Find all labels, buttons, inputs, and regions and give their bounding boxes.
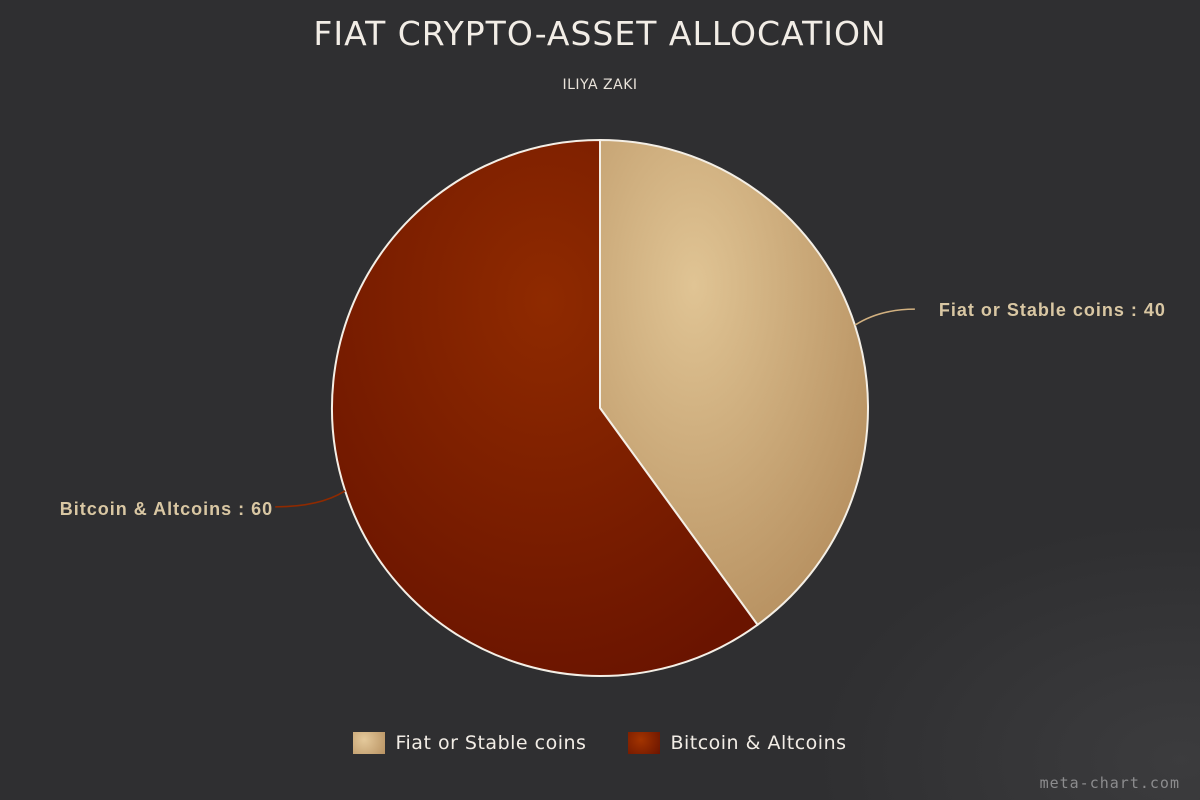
legend-swatch-fiat (353, 732, 386, 754)
legend-item-bitcoin[interactable]: Bitcoin & Altcoins (628, 732, 846, 754)
data-label-fiat: Fiat or Stable coins : 40 (939, 300, 1166, 320)
chart-subtitle: ILIYA ZAKI (562, 77, 638, 93)
leader-line-bitcoin (275, 490, 346, 508)
watermark: meta-chart.com (1039, 774, 1180, 792)
legend-swatch-bitcoin (628, 732, 661, 754)
legend: Fiat or Stable coins Bitcoin & Altcoins (0, 732, 1200, 754)
legend-label-fiat: Fiat or Stable coins (395, 732, 587, 754)
chart-title: FIAT CRYPTO-ASSET ALLOCATION (313, 14, 887, 53)
pie-slice-bitcoin[interactable] (331, 138, 759, 677)
leader-line-fiat (854, 308, 915, 326)
legend-item-fiat[interactable]: Fiat or Stable coins (353, 732, 586, 754)
legend-label-bitcoin: Bitcoin & Altcoins (670, 732, 847, 754)
data-label-bitcoin: Bitcoin & Altcoins : 60 (60, 499, 273, 519)
